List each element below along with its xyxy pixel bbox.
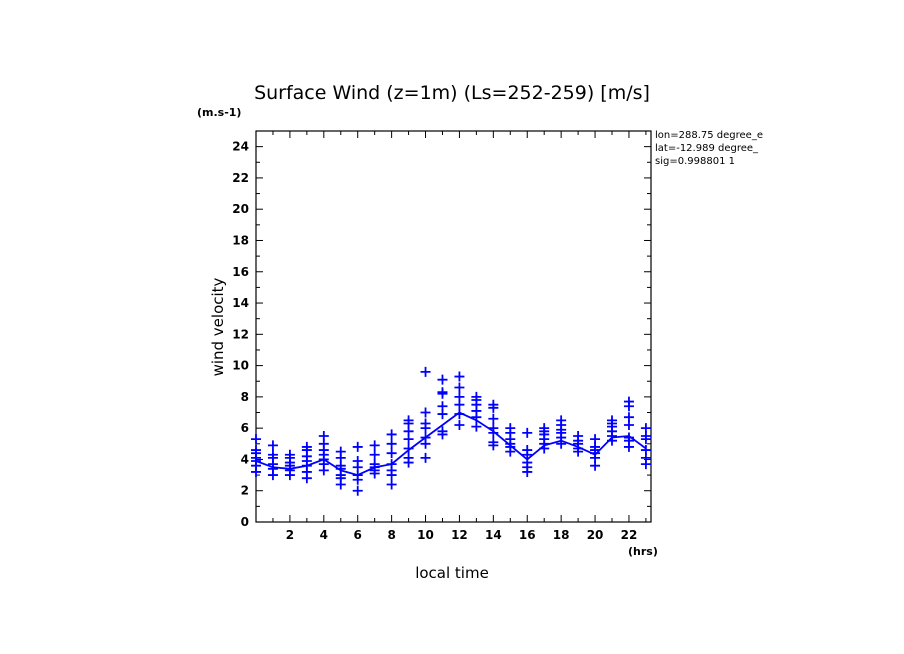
data-point (267, 449, 278, 460)
data-point (488, 437, 499, 448)
data-point (403, 452, 414, 463)
data-point (369, 449, 380, 460)
info-lat: lat=-12.989 degree_ (655, 143, 759, 154)
data-point (386, 438, 397, 449)
data-point (386, 448, 397, 459)
plot-frame (255, 130, 652, 523)
data-point (301, 441, 312, 452)
data-point (505, 423, 516, 434)
y-tick-label: 18 (232, 233, 249, 247)
y-tick-label: 6 (241, 421, 249, 435)
data-point (403, 415, 414, 426)
data-point (352, 485, 363, 496)
y-tick-label: 8 (241, 390, 249, 404)
x-tick-label: 6 (354, 528, 362, 542)
x-tick-label: 22 (621, 528, 638, 542)
x-tick-label: 2 (286, 528, 294, 542)
info-sig: sig=0.998801 1 (655, 156, 735, 167)
y-tick-label: 16 (232, 265, 249, 279)
y-tick-label: 12 (232, 327, 249, 341)
data-point (471, 391, 482, 402)
data-point (437, 374, 448, 385)
y-axis-title: wind velocity (209, 277, 227, 376)
data-point (437, 387, 448, 398)
data-point (623, 432, 634, 443)
data-point (335, 446, 346, 457)
y-tick-label: 22 (232, 171, 249, 185)
data-point (522, 445, 533, 456)
x-unit-label: (hrs) (628, 545, 658, 558)
data-point (454, 420, 465, 431)
data-point (437, 426, 448, 437)
data-point (267, 440, 278, 451)
data-point (386, 479, 397, 490)
data-point (403, 443, 414, 454)
data-point (454, 391, 465, 402)
data-point (488, 413, 499, 424)
y-tick-label: 24 (232, 140, 249, 154)
info-clip-mask (779, 125, 904, 170)
y-tick-label: 10 (232, 359, 249, 373)
data-point (420, 452, 431, 463)
data-point (251, 434, 261, 445)
data-point (590, 434, 601, 445)
data-point (386, 459, 397, 470)
data-point (471, 421, 482, 432)
data-point (539, 423, 550, 434)
data-point (369, 440, 380, 451)
data-point (522, 427, 533, 438)
y-tick-label: 0 (241, 515, 249, 529)
data-point (318, 430, 329, 441)
data-point (488, 423, 499, 434)
data-point (437, 401, 448, 412)
data-point (352, 456, 363, 467)
chart-title: Surface Wind (z=1m) (Ls=252-259) [m/s] (254, 82, 650, 104)
x-tick-label: 8 (387, 528, 395, 542)
data-point (607, 415, 618, 426)
x-tick-label: 14 (485, 528, 502, 542)
data-point (623, 412, 634, 423)
mean-line (255, 411, 647, 477)
data-point (420, 418, 431, 429)
x-tick-label: 16 (519, 528, 536, 542)
data-point (420, 432, 431, 443)
x-tick-label: 18 (553, 528, 570, 542)
data-point (488, 399, 499, 410)
x-tick-label: 12 (451, 528, 468, 542)
x-axis-title: local time (415, 564, 489, 582)
y-unit-label: (m.s-1) (197, 106, 241, 119)
data-point (640, 445, 651, 456)
data-point (386, 429, 397, 440)
data-point (573, 430, 584, 441)
data-point (454, 382, 465, 393)
x-tick-label: 4 (320, 528, 328, 542)
y-tick-label: 4 (241, 452, 249, 466)
y-tick-label: 20 (232, 202, 249, 216)
x-tick-label: 20 (587, 528, 604, 542)
data-point (284, 449, 295, 460)
y-tick-label: 2 (241, 484, 249, 498)
data-point (556, 415, 567, 426)
data-point (623, 396, 634, 407)
data-point (251, 445, 261, 456)
data-point (640, 423, 651, 434)
data-point (352, 441, 363, 452)
data-point (420, 407, 431, 418)
data-point (369, 459, 380, 470)
data-point (420, 366, 431, 377)
data-point (454, 371, 465, 382)
y-tick-label: 14 (232, 296, 249, 310)
data-point (454, 409, 465, 420)
info-lon: lon=288.75 degree_e (655, 130, 763, 141)
x-tick-label: 10 (417, 528, 434, 542)
